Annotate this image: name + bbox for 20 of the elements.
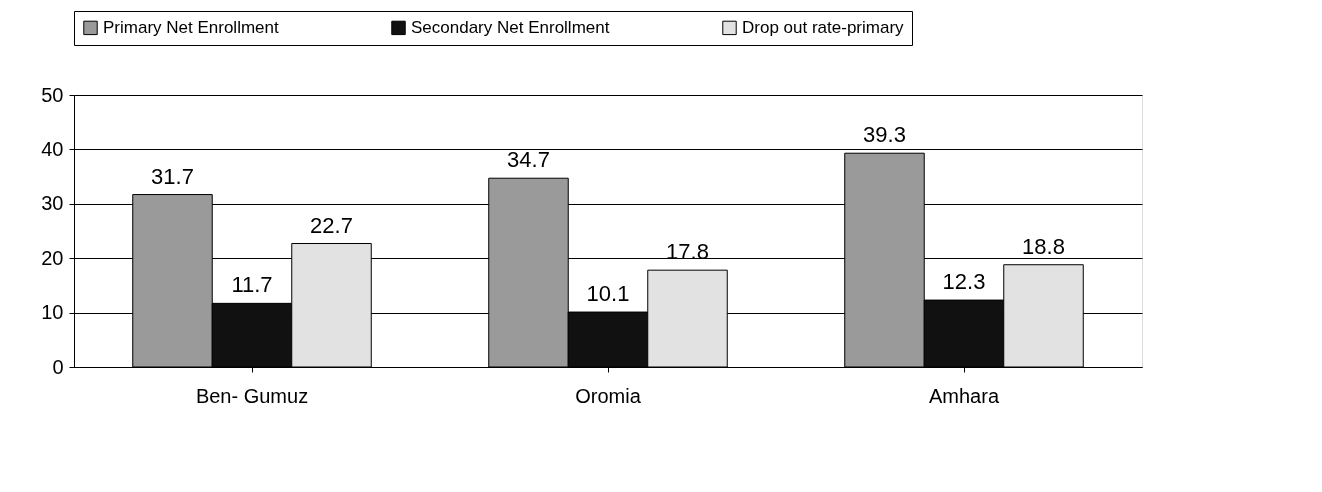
legend-label: Secondary Net Enrollment bbox=[411, 17, 610, 37]
x-tick-label: Oromia bbox=[575, 384, 642, 407]
data-label: 39.3 bbox=[863, 122, 906, 148]
y-tick-label: 10 bbox=[41, 301, 64, 324]
data-label: 34.7 bbox=[507, 147, 550, 173]
y-tick-label: 20 bbox=[41, 246, 64, 269]
legend-label: Primary Net Enrollment bbox=[103, 17, 279, 37]
data-label: 11.7 bbox=[231, 272, 273, 298]
legend-label: Drop out rate-primary bbox=[742, 17, 905, 37]
y-tick-label: 0 bbox=[52, 355, 64, 378]
data-label: 31.7 bbox=[151, 163, 194, 189]
y-tick-label: 50 bbox=[41, 83, 64, 106]
y-tick-label: 30 bbox=[41, 192, 64, 215]
y-tick-label: 40 bbox=[41, 137, 64, 160]
data-label: 12.3 bbox=[942, 269, 986, 295]
data-label: 18.8 bbox=[1022, 233, 1065, 259]
x-tick-label: Ben- Gumuz bbox=[195, 384, 309, 407]
x-tick-label: Amhara bbox=[928, 384, 1000, 407]
data-label: 22.7 bbox=[310, 212, 353, 238]
data-label: 10.1 bbox=[586, 281, 630, 307]
